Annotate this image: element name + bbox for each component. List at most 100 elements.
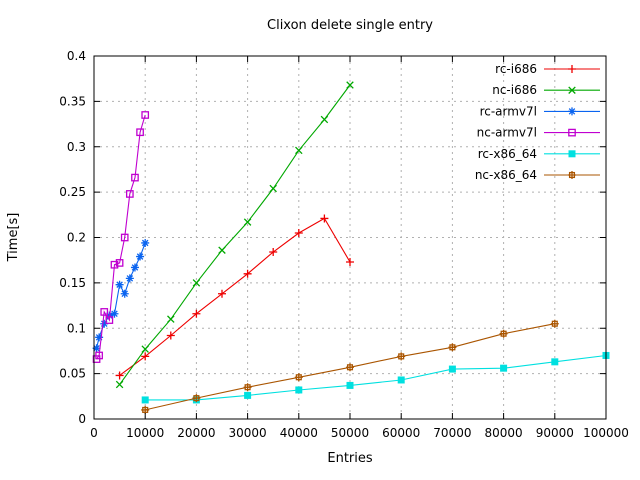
legend-entry-nc-x86_64: nc-x86_64 — [475, 168, 600, 182]
data-point-marker — [120, 233, 129, 242]
data-point-marker — [100, 308, 109, 316]
x-tick-label: 10000 — [126, 426, 164, 440]
data-point-marker — [551, 358, 559, 366]
legend-label: rc-i686 — [495, 62, 537, 76]
data-point-marker — [294, 228, 303, 237]
data-point-marker — [141, 396, 149, 404]
x-tick-label: 90000 — [536, 426, 574, 440]
data-point-marker — [141, 238, 150, 247]
data-point-marker — [218, 246, 226, 254]
x-tick-label: 50000 — [331, 426, 369, 440]
data-point-marker — [568, 65, 576, 73]
series-line — [119, 84, 351, 385]
y-tick-label: 0.1 — [67, 321, 86, 335]
data-point-marker — [95, 351, 103, 360]
data-point-marker — [192, 394, 201, 403]
data-point-marker — [500, 364, 508, 372]
data-point-marker — [397, 376, 405, 384]
y-axis-label: Time[s] — [6, 213, 21, 263]
data-point-marker — [448, 343, 457, 352]
data-point-marker — [115, 371, 124, 380]
data-point-marker — [243, 383, 252, 392]
data-point-marker — [192, 279, 201, 287]
data-point-marker — [92, 344, 101, 353]
y-tick-label: 0.4 — [67, 49, 86, 63]
data-point-marker — [115, 380, 124, 389]
data-point-marker — [294, 373, 303, 382]
data-point-marker — [397, 352, 406, 361]
data-point-marker — [95, 333, 104, 342]
data-point-marker — [141, 352, 150, 361]
data-point-marker — [110, 309, 119, 318]
x-tick-label: 70000 — [433, 426, 471, 440]
data-point-marker — [125, 274, 134, 283]
data-point-marker — [218, 289, 226, 298]
data-point-marker — [125, 190, 134, 198]
legend-label: nc-armv7l — [477, 126, 537, 140]
y-tick-label: 0.05 — [59, 367, 86, 381]
x-axis-label: Entries — [327, 451, 373, 466]
y-tick-label: 0.25 — [59, 185, 86, 199]
data-point-marker — [141, 345, 149, 353]
legend: rc-i686 nc-i686 rc-armv7l nc-armv7l rc-x86_6… — [475, 62, 600, 182]
data-series — [92, 81, 610, 414]
data-point-marker — [243, 269, 252, 278]
data-point-marker — [568, 171, 576, 179]
data-point-marker — [166, 331, 175, 340]
data-point-marker — [346, 258, 354, 267]
legend-entry-rc-i686: rc-i686 — [495, 62, 600, 76]
x-tick-label: 100000 — [583, 426, 629, 440]
data-point-marker — [244, 391, 252, 399]
data-point-marker — [115, 280, 124, 289]
y-tick-label: 0.35 — [59, 94, 86, 108]
data-point-marker — [141, 405, 150, 414]
data-point-marker — [130, 263, 139, 272]
data-point-marker — [110, 260, 119, 269]
series-line — [145, 354, 607, 401]
x-tick-label: 20000 — [177, 426, 215, 440]
data-point-marker — [550, 319, 559, 328]
y-tick-label: 0.15 — [59, 276, 86, 290]
series-nc-armv7l — [92, 111, 150, 363]
data-point-marker — [141, 111, 150, 119]
data-point-marker — [269, 184, 277, 193]
legend-label: rc-x86_64 — [478, 147, 537, 161]
x-tick-label: 0 — [90, 426, 98, 440]
y-tick-label: 0.2 — [67, 231, 86, 245]
data-point-marker — [346, 363, 354, 372]
data-point-marker — [346, 81, 354, 89]
data-point-marker — [269, 248, 278, 257]
data-point-marker — [100, 319, 109, 328]
chart-title: Clixon delete single entry — [267, 18, 433, 33]
data-point-marker — [136, 252, 145, 261]
data-point-marker — [167, 315, 175, 323]
x-tick-label: 60000 — [382, 426, 420, 440]
x-tick-label: 80000 — [485, 426, 523, 440]
data-point-marker — [131, 173, 139, 182]
legend-entry-rc-x86_64: rc-x86_64 — [478, 147, 600, 161]
grid-lines — [94, 56, 606, 419]
data-point-marker — [105, 316, 114, 324]
data-point-marker — [120, 289, 129, 298]
axes-and-ticks: 0 10000 20000 30000 40000 50000 60000 70000 8000… — [59, 49, 629, 440]
y-tick-label: 0.3 — [67, 140, 86, 154]
series-line — [96, 114, 146, 360]
data-point-marker — [115, 259, 124, 267]
data-point-marker — [568, 128, 576, 137]
series-nc-x86_64 — [141, 319, 559, 414]
series-rc-i686 — [115, 214, 354, 380]
data-point-marker — [136, 128, 144, 137]
legend-entry-nc-armv7l: nc-armv7l — [477, 126, 600, 140]
data-point-marker — [499, 329, 508, 338]
data-point-marker — [448, 365, 456, 373]
data-point-marker — [295, 386, 303, 394]
data-point-marker — [295, 146, 303, 155]
series-line — [119, 217, 351, 376]
data-point-marker — [568, 150, 576, 158]
data-point-marker — [346, 381, 354, 389]
data-point-marker — [243, 218, 252, 226]
legend-label: nc-i686 — [492, 83, 537, 97]
x-tick-label: 30000 — [229, 426, 267, 440]
